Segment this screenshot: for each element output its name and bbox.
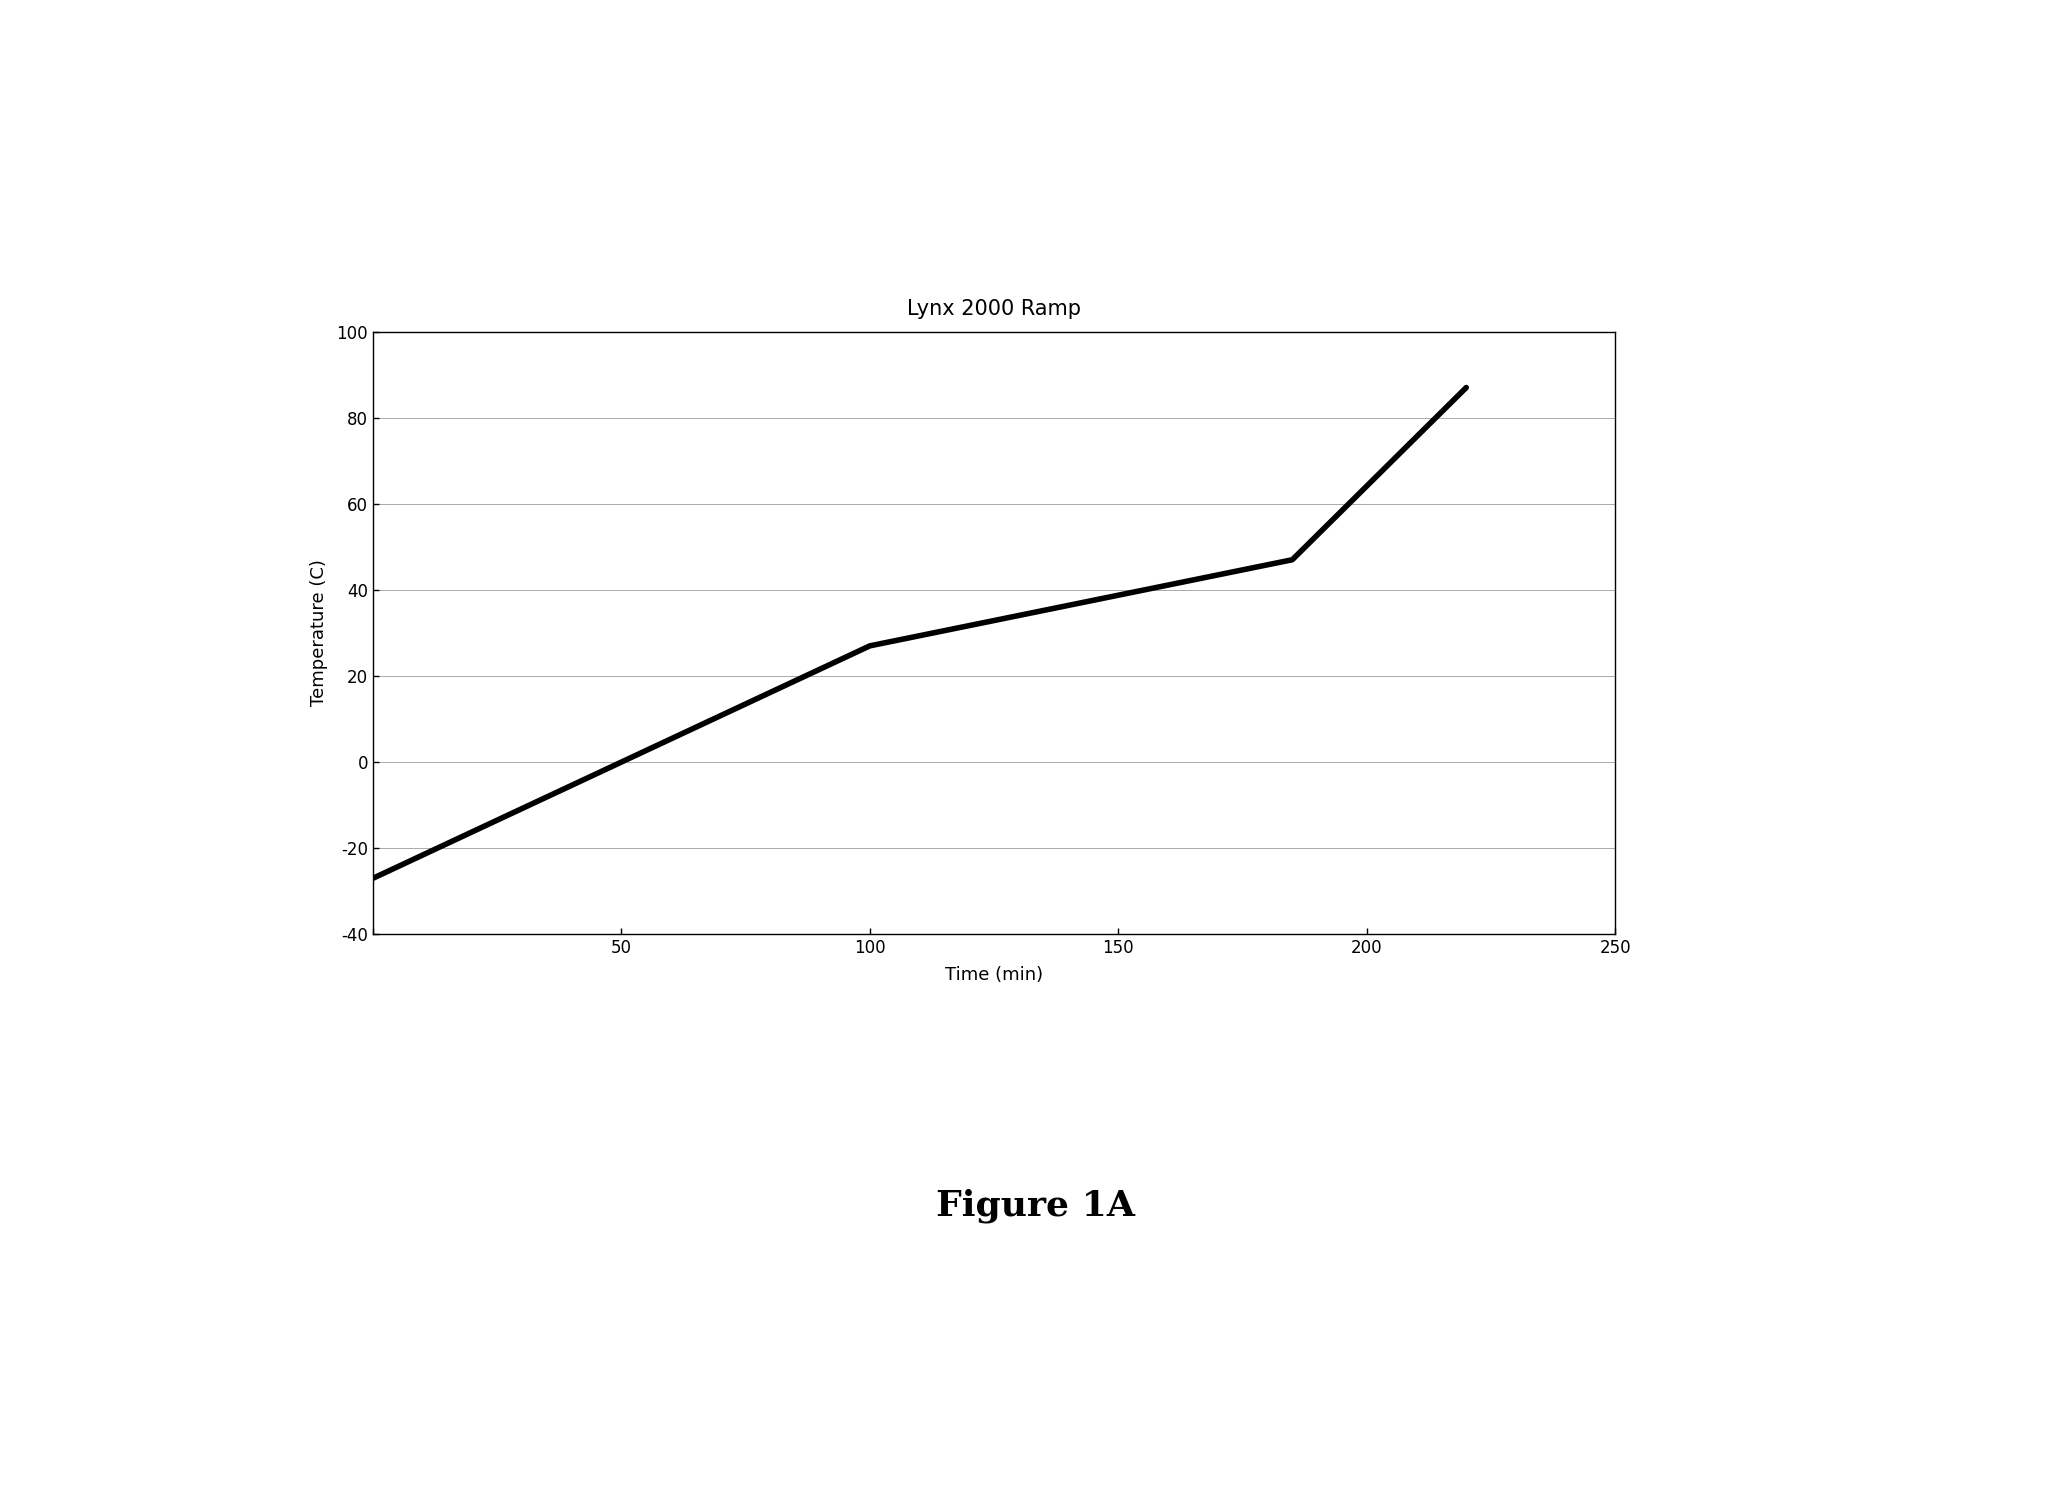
Title: Lynx 2000 Ramp: Lynx 2000 Ramp xyxy=(907,298,1081,319)
Y-axis label: Temperature (C): Temperature (C) xyxy=(311,559,327,707)
X-axis label: Time (min): Time (min) xyxy=(944,966,1044,984)
Text: Figure 1A: Figure 1A xyxy=(936,1189,1135,1222)
